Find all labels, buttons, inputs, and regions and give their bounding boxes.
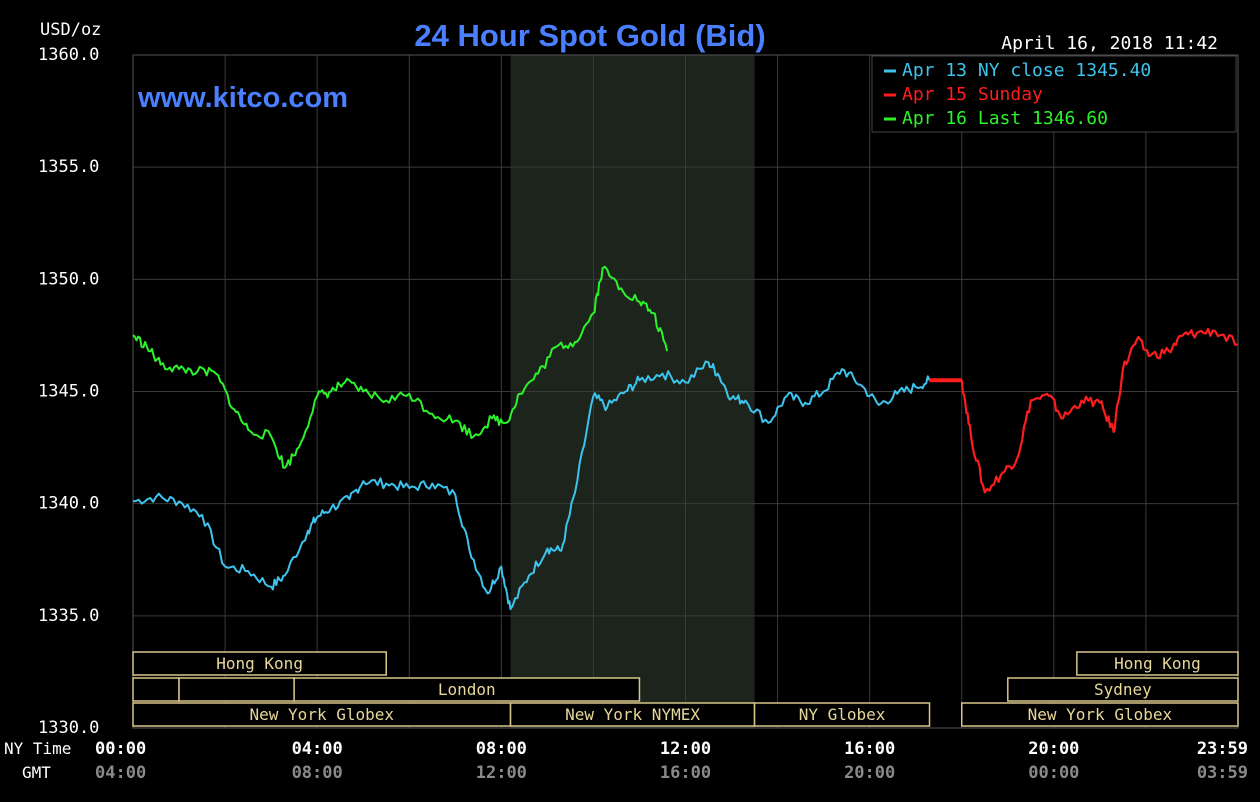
x-tick-gmt: 03:59 bbox=[1197, 763, 1248, 783]
x-tick-gmt: 12:00 bbox=[476, 763, 527, 783]
legend-box bbox=[871, 55, 1237, 133]
y-axis-label: USD/oz bbox=[40, 20, 101, 40]
x-tick-gmt: 08:00 bbox=[292, 763, 343, 783]
x-tick-ny: 23:59 bbox=[1197, 739, 1248, 759]
session-label: New York NYMEX bbox=[565, 705, 700, 724]
x-tick-ny: 08:00 bbox=[476, 739, 527, 759]
session-bar bbox=[178, 677, 295, 702]
session-bar bbox=[961, 702, 1239, 727]
timestamp: April 16, 2018 11:42 bbox=[1001, 33, 1218, 54]
x-tick-gmt: 00:00 bbox=[1028, 763, 1079, 783]
x-tick-gmt: 16:00 bbox=[660, 763, 711, 783]
series-line bbox=[929, 327, 1239, 494]
y-tick-label: 1335.0 bbox=[38, 606, 99, 626]
series-line bbox=[132, 360, 931, 611]
x-tick-ny: 04:00 bbox=[292, 739, 343, 759]
gmt-row-label: GMT bbox=[22, 763, 51, 782]
legend-entry: Apr 16 Last 1346.60 bbox=[902, 108, 1108, 129]
y-tick-label: 1330.0 bbox=[38, 718, 99, 738]
x-tick-gmt: 04:00 bbox=[95, 763, 146, 783]
session-bar bbox=[293, 677, 641, 702]
price-series bbox=[132, 265, 1239, 611]
x-tick-gmt: 20:00 bbox=[844, 763, 895, 783]
y-tick-label: 1340.0 bbox=[38, 494, 99, 514]
x-tick-ny: 00:00 bbox=[95, 739, 146, 759]
session-label: London bbox=[438, 680, 496, 699]
session-label: New York Globex bbox=[1028, 705, 1173, 724]
x-axis-ticks: 00:00 04:00 04:00 08:00 08:00 12:00 12:00 16:00… bbox=[95, 739, 1248, 783]
session-bar bbox=[1007, 677, 1239, 702]
ny-time-row-label: NY Time bbox=[4, 739, 71, 758]
legend: Apr 13 NY close 1345.40 Apr 15 Sunday Apr … bbox=[871, 55, 1237, 133]
x-tick-ny: 20:00 bbox=[1028, 739, 1079, 759]
x-tick-ny: 12:00 bbox=[660, 739, 711, 759]
session-label: New York Globex bbox=[250, 705, 395, 724]
y-axis-ticks: 1360.0 1355.0 1350.0 1345.0 1340.0 1335.0 1330… bbox=[38, 45, 99, 738]
y-tick-label: 1345.0 bbox=[38, 382, 99, 402]
watermark: www.kitco.com bbox=[137, 82, 348, 114]
market-sessions: Hong Kong London New York Globex New York N… bbox=[132, 651, 1239, 727]
series-line bbox=[132, 265, 669, 469]
grid-lines bbox=[132, 54, 1239, 729]
x-tick-ny: 16:00 bbox=[844, 739, 895, 759]
y-tick-label: 1355.0 bbox=[38, 157, 99, 177]
y-tick-label: 1350.0 bbox=[38, 269, 99, 289]
session-bar bbox=[753, 702, 931, 727]
legend-entry: Apr 15 Sunday bbox=[902, 84, 1043, 105]
legend-entry: Apr 13 NY close 1345.40 bbox=[902, 60, 1151, 81]
chart-title: 24 Hour Spot Gold (Bid) bbox=[414, 18, 765, 53]
session-bar bbox=[132, 651, 387, 676]
session-label: NY Globex bbox=[799, 705, 886, 724]
plot-frame bbox=[132, 54, 1239, 729]
session-label: Hong Kong bbox=[1114, 654, 1201, 673]
y-tick-label: 1360.0 bbox=[38, 45, 99, 65]
session-bar bbox=[132, 677, 180, 702]
session-bar bbox=[1076, 651, 1239, 676]
session-label: Sydney bbox=[1094, 680, 1152, 699]
session-label: Hong Kong bbox=[216, 654, 303, 673]
